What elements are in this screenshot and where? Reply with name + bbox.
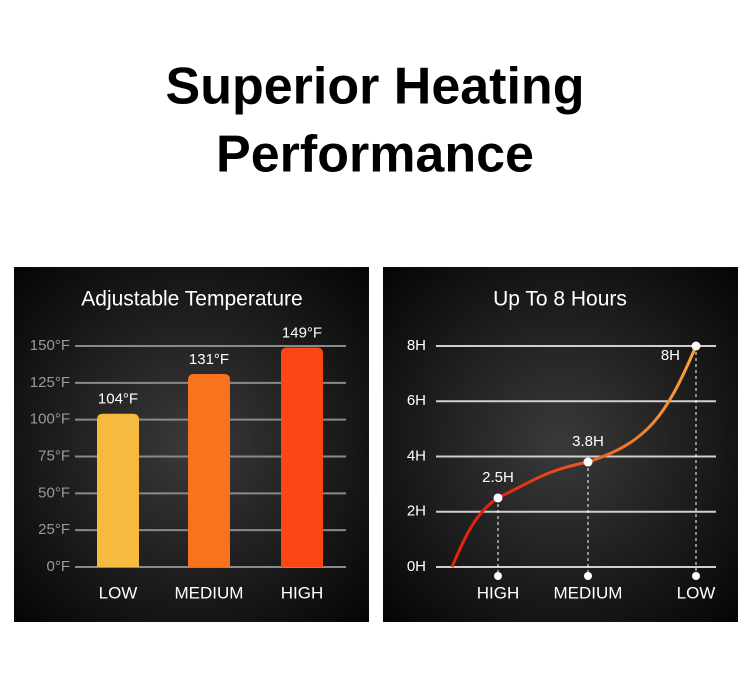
x-tick-label: MEDIUM (175, 583, 244, 602)
panel (383, 267, 738, 622)
y-tick-label: 25°F (38, 521, 70, 538)
value-label: 2.5H (482, 469, 514, 486)
x-tick-label: MEDIUM (554, 583, 623, 602)
y-tick-label: 100°F (30, 411, 70, 428)
x-tick-label: HIGH (477, 583, 520, 602)
x-tick-label: LOW (99, 583, 138, 602)
y-tick-label: 8H (407, 337, 426, 354)
point (583, 457, 593, 467)
value-label: 131°F (189, 351, 229, 368)
y-tick-label: 150°F (30, 337, 70, 354)
y-tick-label: 2H (407, 503, 426, 520)
y-tick-label: 0°F (46, 558, 70, 575)
bar (188, 373, 230, 567)
axis-dot (584, 572, 592, 580)
bar (281, 347, 323, 567)
value-label: 3.8H (572, 433, 604, 450)
x-tick-label: HIGH (281, 583, 324, 602)
value-label: 149°F (282, 324, 322, 341)
line (497, 345, 698, 500)
y-tick-label: 6H (407, 392, 426, 409)
y-tick-label: 75°F (38, 447, 70, 464)
value-label: 8H (661, 347, 680, 364)
value-label: 104°F (98, 391, 138, 408)
y-tick-label: 125°F (30, 374, 70, 391)
bar (97, 413, 139, 567)
chart-title: Up To 8 Hours (493, 288, 627, 311)
page-title: Superior Heating (166, 58, 585, 116)
point (493, 493, 503, 503)
y-tick-label: 0H (407, 558, 426, 575)
y-tick-label: 50°F (38, 484, 70, 501)
x-tick-label: LOW (677, 583, 716, 602)
y-tick-label: 4H (407, 447, 426, 464)
axis-dot (692, 572, 700, 580)
axis-dot (494, 572, 502, 580)
chart-title: Adjustable Temperature (81, 288, 302, 311)
point (691, 341, 701, 351)
page-title: Performance (216, 126, 534, 184)
line-lead-in (450, 496, 499, 568)
